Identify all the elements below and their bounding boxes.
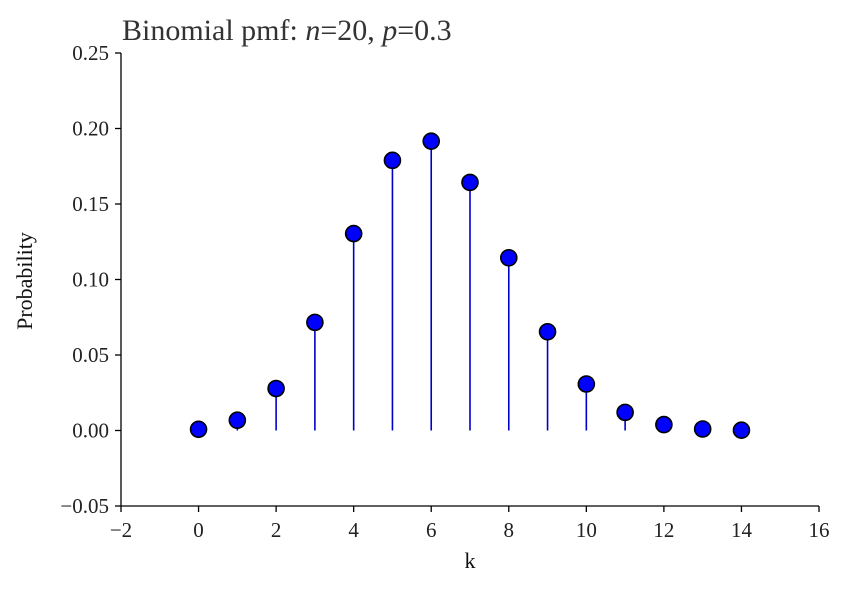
data-point xyxy=(655,415,673,434)
y-tick-label: 0.10 xyxy=(72,268,109,292)
x-tick-label: 2 xyxy=(271,518,282,542)
data-point xyxy=(383,151,402,170)
data-point xyxy=(538,322,557,341)
data-point xyxy=(422,132,441,150)
x-tick-label: 14 xyxy=(731,518,753,542)
y-tick-label: 0.15 xyxy=(72,192,109,216)
data-point xyxy=(693,420,712,438)
data-point xyxy=(616,403,634,422)
x-tick-label: 16 xyxy=(809,518,830,542)
y-tick-label: 0.00 xyxy=(72,419,109,443)
data-point xyxy=(577,375,596,393)
x-tick-label: 4 xyxy=(348,518,359,542)
y-tick-label: 0.05 xyxy=(72,343,109,367)
axes: −2 0 2 4 6 8 10 12 14 16 −0.05 0.00 0.05 0.10 0.15 0.20… xyxy=(60,41,829,542)
data-point xyxy=(499,248,518,267)
x-tick-label: 8 xyxy=(504,518,515,542)
x-axis-label: k xyxy=(465,548,476,573)
data-point xyxy=(228,411,247,430)
data-point xyxy=(306,313,324,332)
chart-title: Binomial pmf: n=20, p=0.3 xyxy=(122,14,452,47)
x-tick-label: 6 xyxy=(426,518,437,542)
data-point xyxy=(267,379,285,398)
x-tick-label: 12 xyxy=(653,518,674,542)
x-tick-label: 10 xyxy=(576,518,597,542)
data-point xyxy=(344,224,363,243)
data-point xyxy=(461,173,479,192)
y-tick-label: 0.25 xyxy=(72,41,109,65)
y-tick-label: 0.20 xyxy=(72,117,109,141)
data-point xyxy=(732,421,751,439)
x-tick-label: 0 xyxy=(193,518,204,542)
data-point xyxy=(189,420,208,439)
y-tick-label: −0.05 xyxy=(60,494,109,518)
y-axis-label: Probability xyxy=(12,232,37,330)
data-marks xyxy=(189,132,751,439)
x-tick-label: −2 xyxy=(110,518,132,542)
